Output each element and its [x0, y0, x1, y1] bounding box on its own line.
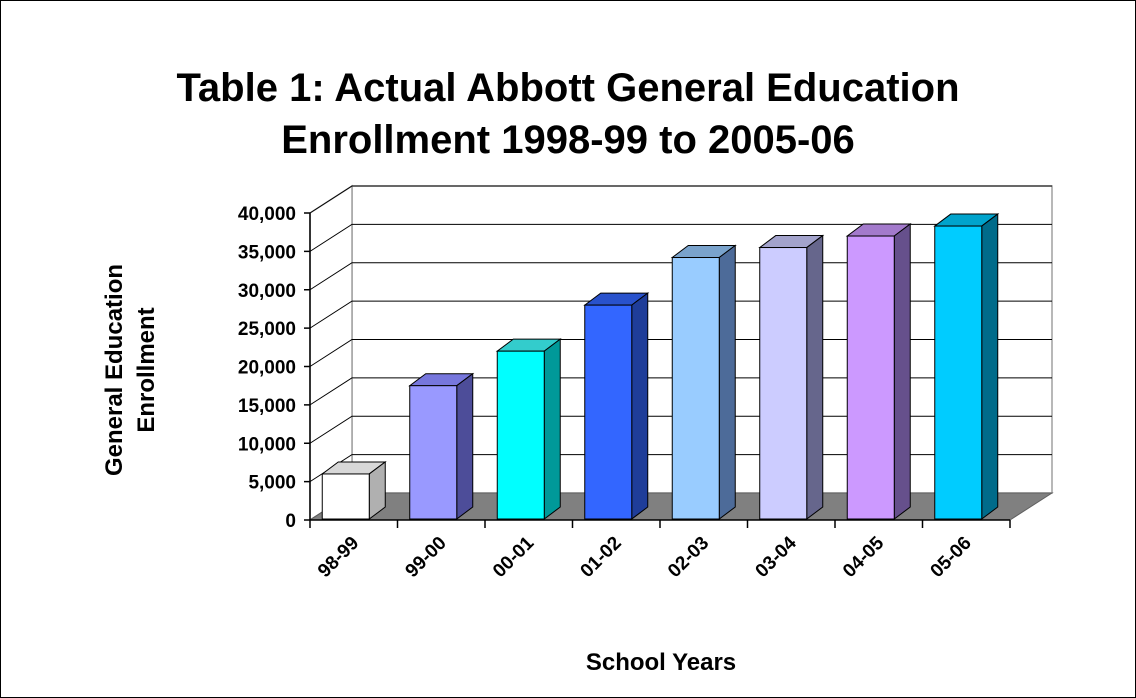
gridline	[309, 185, 1052, 214]
bar-side	[718, 244, 736, 520]
bar-side	[893, 223, 911, 520]
chart-title: Table 1: Actual Abbott General Education…	[0, 62, 1136, 166]
x-tick-label: 04-05	[839, 532, 889, 582]
y-tick-label: 30,000	[238, 281, 296, 302]
bar-front	[759, 247, 808, 520]
y-axis-title-line-2: Enrollment	[133, 307, 160, 432]
bar	[758, 234, 825, 520]
bar	[933, 213, 1000, 520]
y-tick-label: 40,000	[238, 204, 296, 225]
chart-title-line-2: Enrollment 1998-99 to 2005-06	[281, 118, 855, 162]
y-tick-label: 15,000	[238, 396, 296, 417]
y-tick-label: 25,000	[238, 319, 296, 340]
y-tick-label: 5,000	[248, 473, 296, 494]
bar	[583, 292, 650, 520]
bar-front	[671, 257, 720, 520]
bar-side	[543, 338, 561, 520]
bars	[320, 213, 1000, 520]
x-tick-label: 99-00	[402, 533, 451, 582]
axes	[304, 212, 1011, 528]
y-tick-labels: 0 5,000 10,000 15,000 20,000 25,000 30,000 35,0…	[238, 204, 296, 532]
chart-title-line-1: Table 1: Actual Abbott General Education	[176, 66, 960, 110]
x-tick-label: 00-01	[489, 532, 539, 582]
bar	[320, 460, 387, 520]
bar-front	[321, 473, 370, 520]
bar-side	[806, 234, 824, 520]
x-tick-label: 03-04	[752, 532, 802, 582]
x-tick-label: 05-06	[927, 533, 976, 582]
bar-front	[934, 225, 983, 520]
x-tick-label: 01-02	[577, 533, 626, 582]
y-tick-label: 35,000	[238, 242, 296, 263]
bar-front	[846, 235, 895, 520]
x-tick-label: 98-99	[314, 533, 363, 582]
y-axis-title-line-1: General Education	[101, 264, 128, 476]
x-tick-labels: 98-99 99-00 00-01 01-02 02-03 03-04 04-05 05-06	[314, 532, 976, 582]
bar	[408, 372, 475, 520]
gridline	[309, 223, 1052, 252]
bar-side	[456, 372, 474, 520]
bar-front	[409, 385, 458, 520]
bar-front	[496, 350, 545, 520]
bar-side	[981, 213, 999, 520]
x-axis-title: School Years	[586, 649, 736, 676]
bar	[845, 223, 912, 520]
x-tick-label: 02-03	[664, 533, 713, 582]
bar	[670, 244, 737, 520]
y-tick-label: 10,000	[238, 434, 296, 455]
y-tick-label: 20,000	[238, 358, 296, 379]
bar-front	[584, 304, 633, 520]
y-tick-label: 0	[285, 511, 296, 532]
bar-side	[631, 292, 649, 520]
bar	[495, 338, 562, 520]
